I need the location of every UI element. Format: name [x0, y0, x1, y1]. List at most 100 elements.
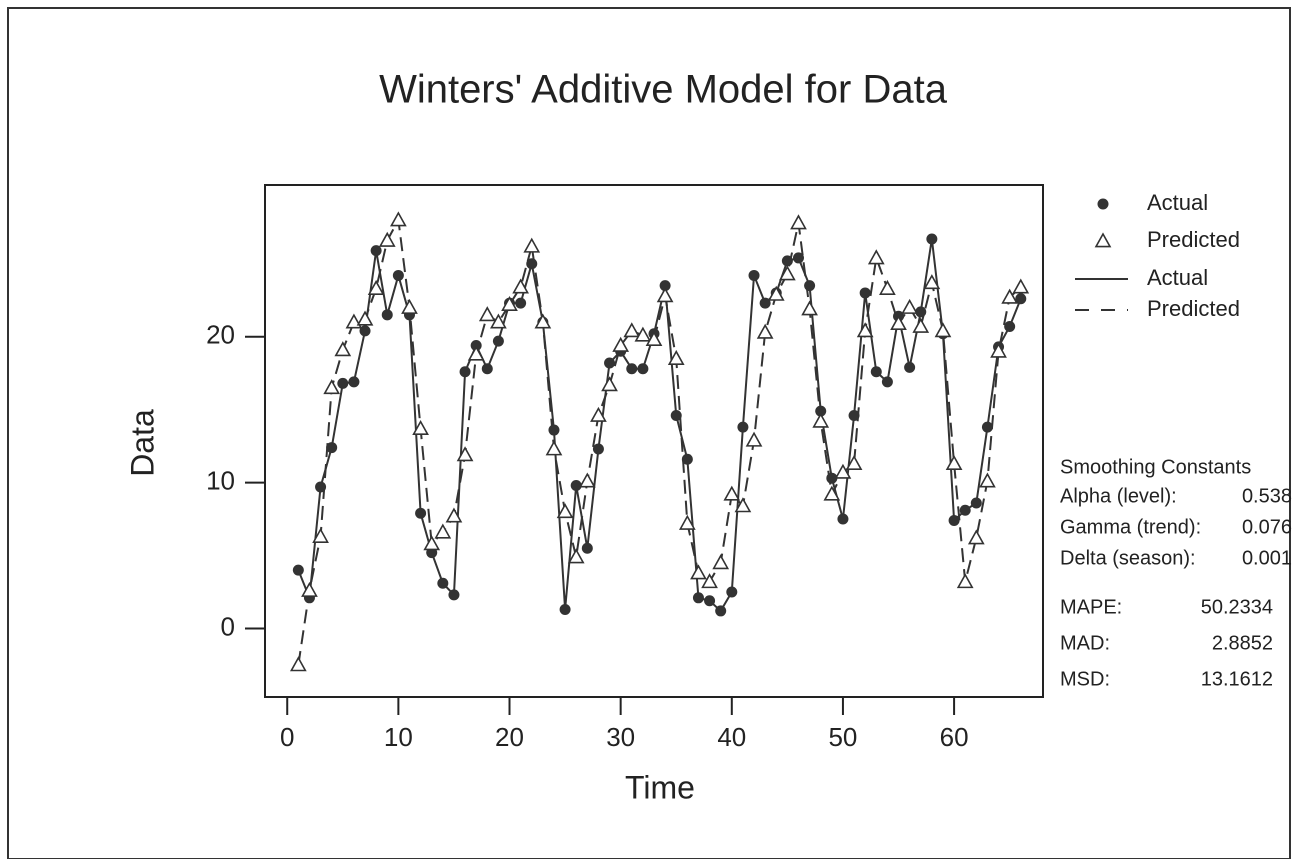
data-point: [567, 548, 585, 564]
data-point: [1004, 320, 1016, 332]
data-point: [779, 265, 796, 281]
data-point: [326, 442, 338, 454]
data-point: [390, 211, 407, 227]
data-point: [292, 564, 304, 576]
data-point: [581, 542, 593, 554]
stat-label: Alpha (level):: [1060, 485, 1177, 507]
data-point: [870, 366, 882, 378]
data-point: [512, 278, 529, 294]
data-point: [356, 310, 374, 326]
y-tick-label: 20: [206, 320, 235, 350]
data-point: [415, 507, 427, 519]
data-point: [748, 269, 760, 281]
data-point: [970, 497, 982, 509]
data-point: [934, 322, 952, 338]
y-axis-label: Data: [124, 409, 160, 477]
data-point: [612, 336, 630, 352]
data-point: [981, 421, 993, 433]
data-point: [534, 313, 552, 329]
data-point: [692, 592, 704, 604]
data-point: [670, 409, 682, 421]
data-point: [959, 504, 971, 516]
data-point: [301, 581, 318, 597]
legend-label: Actual: [1147, 190, 1208, 215]
stat-label: Delta (season):: [1060, 547, 1196, 569]
stat-value: 13.1612: [1201, 668, 1273, 690]
data-point: [492, 335, 504, 347]
legend-marker: [1097, 198, 1109, 210]
data-point: [323, 379, 341, 395]
data-point: [867, 249, 885, 265]
x-axis-label: Time: [625, 769, 695, 805]
data-point: [1012, 278, 1030, 294]
x-tick-label: 50: [828, 722, 857, 752]
data-point: [378, 231, 396, 247]
data-point: [590, 406, 607, 422]
data-point: [481, 363, 493, 375]
legend-label: Actual: [1147, 265, 1208, 290]
data-point: [626, 363, 638, 375]
data-point: [601, 376, 618, 392]
data-point: [645, 330, 663, 347]
data-point: [367, 279, 385, 295]
data-point: [948, 514, 960, 526]
data-point: [445, 507, 463, 523]
legend-label: Predicted: [1147, 296, 1240, 321]
x-tick-label: 20: [495, 722, 524, 752]
data-point: [967, 529, 985, 545]
page-border: [7, 7, 1291, 859]
data-point: [456, 446, 474, 462]
data-point: [348, 376, 360, 388]
data-point: [845, 454, 863, 471]
data-point: [715, 605, 727, 617]
data-point: [659, 280, 671, 292]
data-point: [704, 595, 716, 607]
x-tick-label: 30: [606, 722, 635, 752]
data-point: [592, 443, 604, 455]
stat-label: MAD:: [1060, 632, 1110, 654]
data-point: [826, 472, 838, 484]
data-point: [315, 481, 327, 493]
data-point: [559, 603, 571, 615]
data-point: [637, 363, 649, 375]
stat-value: 50.2334: [1201, 596, 1273, 618]
data-point: [401, 298, 418, 314]
x-tick-label: 0: [280, 722, 294, 752]
data-point: [834, 463, 852, 479]
data-point: [815, 405, 827, 417]
data-point: [501, 295, 518, 312]
data-point: [412, 419, 429, 436]
data-point: [448, 589, 460, 601]
data-point: [945, 454, 963, 471]
data-point: [804, 280, 816, 292]
data-point: [545, 440, 563, 456]
stat-label: MAPE:: [1060, 596, 1122, 618]
data-point: [837, 513, 849, 525]
data-point: [578, 472, 596, 488]
x-tick-label: 60: [940, 722, 969, 752]
data-point: [923, 274, 941, 290]
data-point: [604, 357, 616, 369]
data-point: [678, 514, 696, 530]
data-point: [634, 326, 652, 342]
data-point: [859, 287, 871, 299]
data-point: [881, 376, 893, 388]
stat-value: 0.538: [1242, 485, 1292, 507]
stat-value: 2.8852: [1212, 632, 1273, 654]
legend-marker: [1094, 232, 1112, 248]
data-point: [381, 309, 393, 321]
data-point: [781, 255, 793, 267]
data-point: [956, 573, 974, 589]
data-point: [1015, 293, 1027, 305]
data-point: [979, 472, 996, 488]
data-point: [392, 269, 404, 281]
stat-value: 0.076: [1242, 516, 1292, 538]
stat-label: MSD:: [1060, 668, 1110, 690]
stat-label: Gamma (trend):: [1060, 516, 1201, 538]
data-point: [790, 214, 807, 230]
data-point: [312, 527, 329, 543]
data-point: [890, 314, 907, 330]
data-point: [848, 409, 860, 421]
data-point: [459, 366, 471, 378]
data-point: [690, 564, 707, 580]
